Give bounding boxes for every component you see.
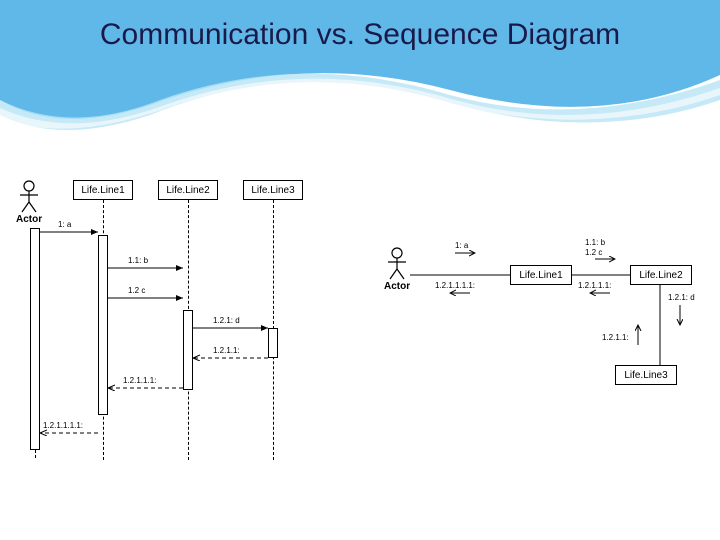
slide-title: Communication vs. Sequence Diagram <box>0 18 720 52</box>
comm-edges <box>380 235 710 415</box>
edge-label: 1: a <box>455 241 468 250</box>
sequence-diagram: Actor Life.Line1 Life.Line2 Life.Line3 1… <box>8 180 338 470</box>
header: Communication vs. Sequence Diagram <box>0 0 720 140</box>
message-label: 1.2.1.1.1.1: <box>43 421 83 430</box>
message-label: 1.2.1.1.1: <box>123 376 156 385</box>
message-label: 1.2.1.1: <box>213 346 240 355</box>
edge-label: 1.1: b <box>585 238 605 247</box>
message-label: 1.2.1: d <box>213 316 240 325</box>
message-label: 1.1: b <box>128 256 148 265</box>
communication-diagram: Actor Life.Line1 Life.Line2 Life.Line3 1… <box>380 235 710 415</box>
edge-label: 1.2.1.1.1.1: <box>435 281 475 290</box>
edge-label: 1.2.1.1.1: <box>578 281 611 290</box>
edge-label: 1.2.1.1: <box>602 333 629 342</box>
edge-label: 1.2 c <box>585 248 602 257</box>
edge-label: 1.2.1: d <box>668 293 695 302</box>
message-label: 1: a <box>58 220 71 229</box>
message-label: 1.2 c <box>128 286 145 295</box>
